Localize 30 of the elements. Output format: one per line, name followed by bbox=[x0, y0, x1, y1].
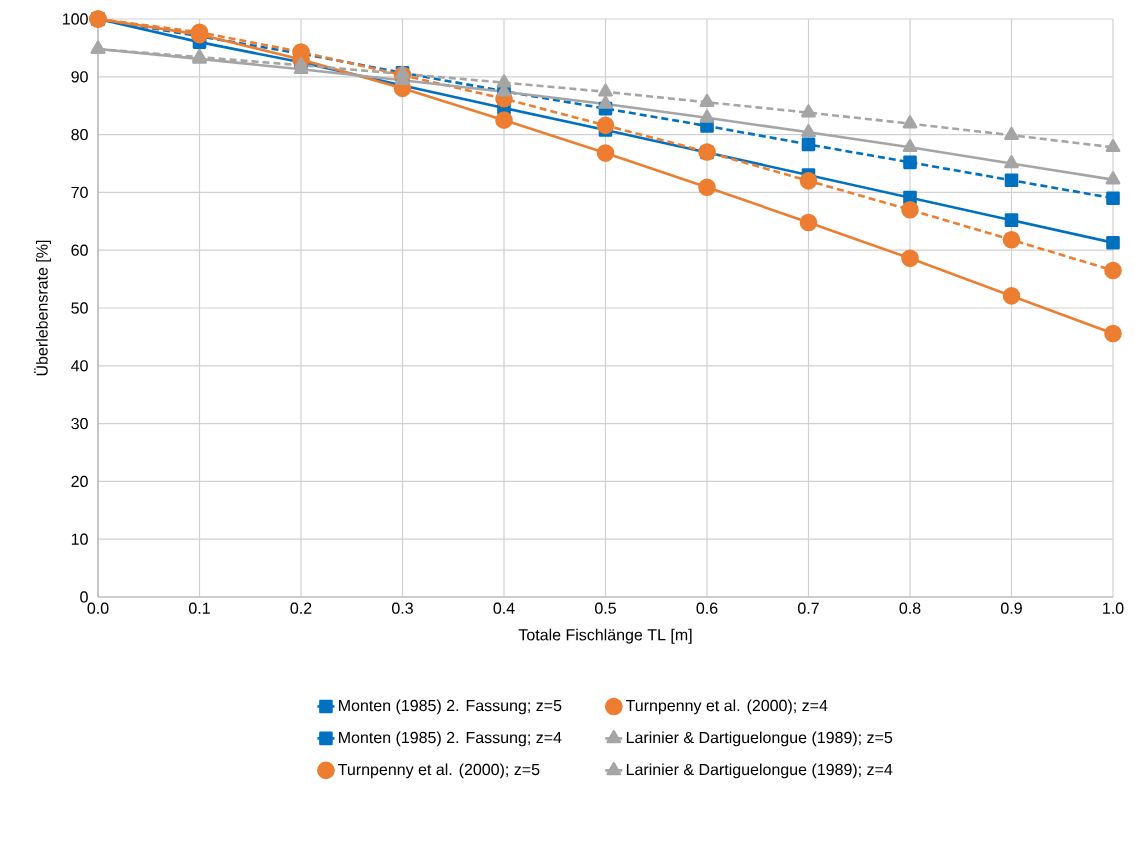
legend-label: Larinier & Dartiguelongue (1989); z=4 bbox=[626, 763, 893, 779]
legend-label: Turnpenny et al. (2000); z=5 bbox=[338, 763, 540, 779]
x-axis-title: Totale Fischlänge TL [m] bbox=[518, 628, 692, 644]
y-tick-label: 40 bbox=[71, 360, 88, 372]
y-axis-title: Überlebensrate [%] bbox=[34, 240, 51, 376]
legend-label: Larinier & Dartiguelongue (1989); z=5 bbox=[626, 731, 893, 747]
y-tick-label: 20 bbox=[71, 475, 88, 488]
y-tick-label: 90 bbox=[71, 71, 88, 83]
y-tick-label: 0 bbox=[80, 591, 88, 603]
legend-label: Monten (1985) 2. Fassung; z=5 bbox=[339, 699, 562, 715]
x-tick-label: 0.6 bbox=[696, 602, 718, 614]
x-tick-label: 0.4 bbox=[493, 602, 515, 614]
y-tick-label: 100 bbox=[62, 13, 88, 25]
y-tick-label: 70 bbox=[71, 186, 88, 199]
y-tick-label: 10 bbox=[71, 533, 88, 545]
y-tick-label: 30 bbox=[71, 417, 88, 430]
y-tick-label: 60 bbox=[71, 244, 88, 256]
x-tick-label: 0.9 bbox=[1001, 602, 1022, 614]
y-tick-label: 80 bbox=[71, 128, 88, 141]
x-tick-label: 0.3 bbox=[392, 602, 413, 614]
y-tick-label: 50 bbox=[71, 302, 88, 314]
legend-label: Monten (1985) 2. Fassung; z=4 bbox=[339, 731, 562, 747]
legend-label: Turnpenny et al. (2000); z=4 bbox=[625, 699, 828, 715]
x-tick-label: 0.5 bbox=[595, 602, 616, 614]
x-tick-label: 0.7 bbox=[798, 602, 819, 614]
x-tick-label: 0.8 bbox=[899, 602, 921, 614]
x-tick-label: 0.1 bbox=[189, 602, 210, 614]
x-tick-label: 0.2 bbox=[290, 602, 312, 614]
x-tick-label: 1.0 bbox=[1103, 602, 1124, 614]
x-tick-label: 0.0 bbox=[87, 602, 109, 614]
